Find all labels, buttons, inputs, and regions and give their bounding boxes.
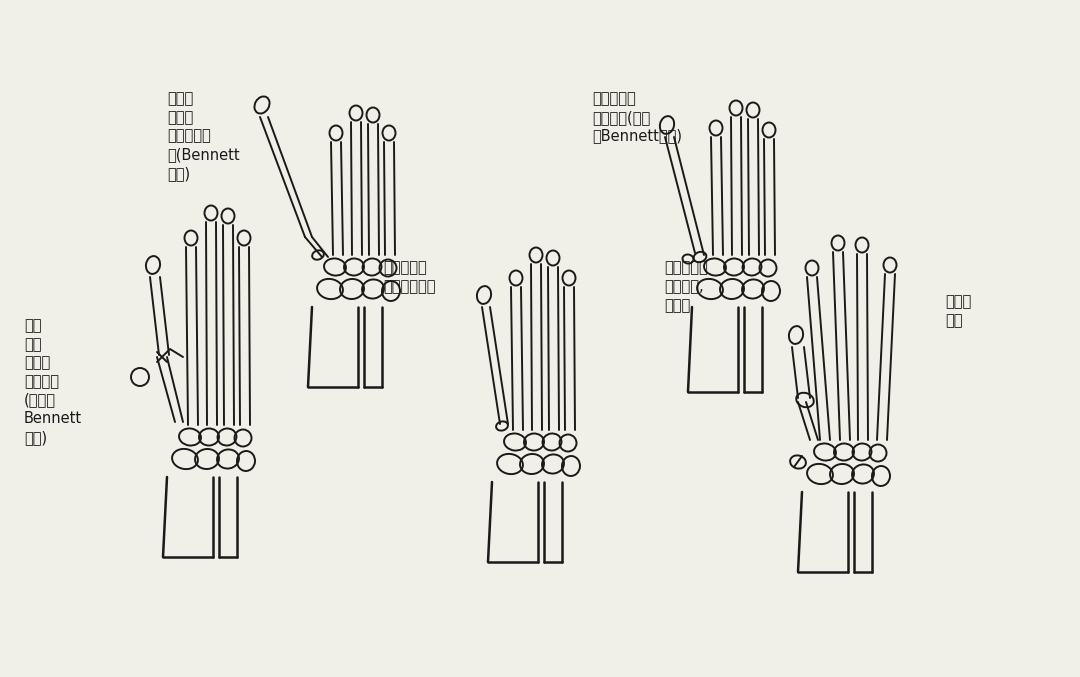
Text: 第一掌骨基
底部骨折,
已愈合: 第一掌骨基 底部骨折, 已愈合 [664,261,708,313]
Text: 第一
掌骨
中段螺
旋形骨折
(非真性
Bennett
骨折): 第一 掌骨 中段螺 旋形骨折 (非真性 Bennett 骨折) [24,318,82,445]
Text: 第一掌骨基
底部撕脱骨折: 第一掌骨基 底部撕脱骨折 [383,261,436,294]
Text: 第一掌
骨基底
部骨折伴脱
位(Bennett
骨折): 第一掌 骨基底 部骨折伴脱 位(Bennett 骨折) [167,91,240,181]
Text: 第一掌骨基
底部骨折(非真
性Bennett骨折): 第一掌骨基 底部骨折(非真 性Bennett骨折) [592,91,681,144]
Text: 豆状骨
骨折: 豆状骨 骨折 [945,294,971,328]
